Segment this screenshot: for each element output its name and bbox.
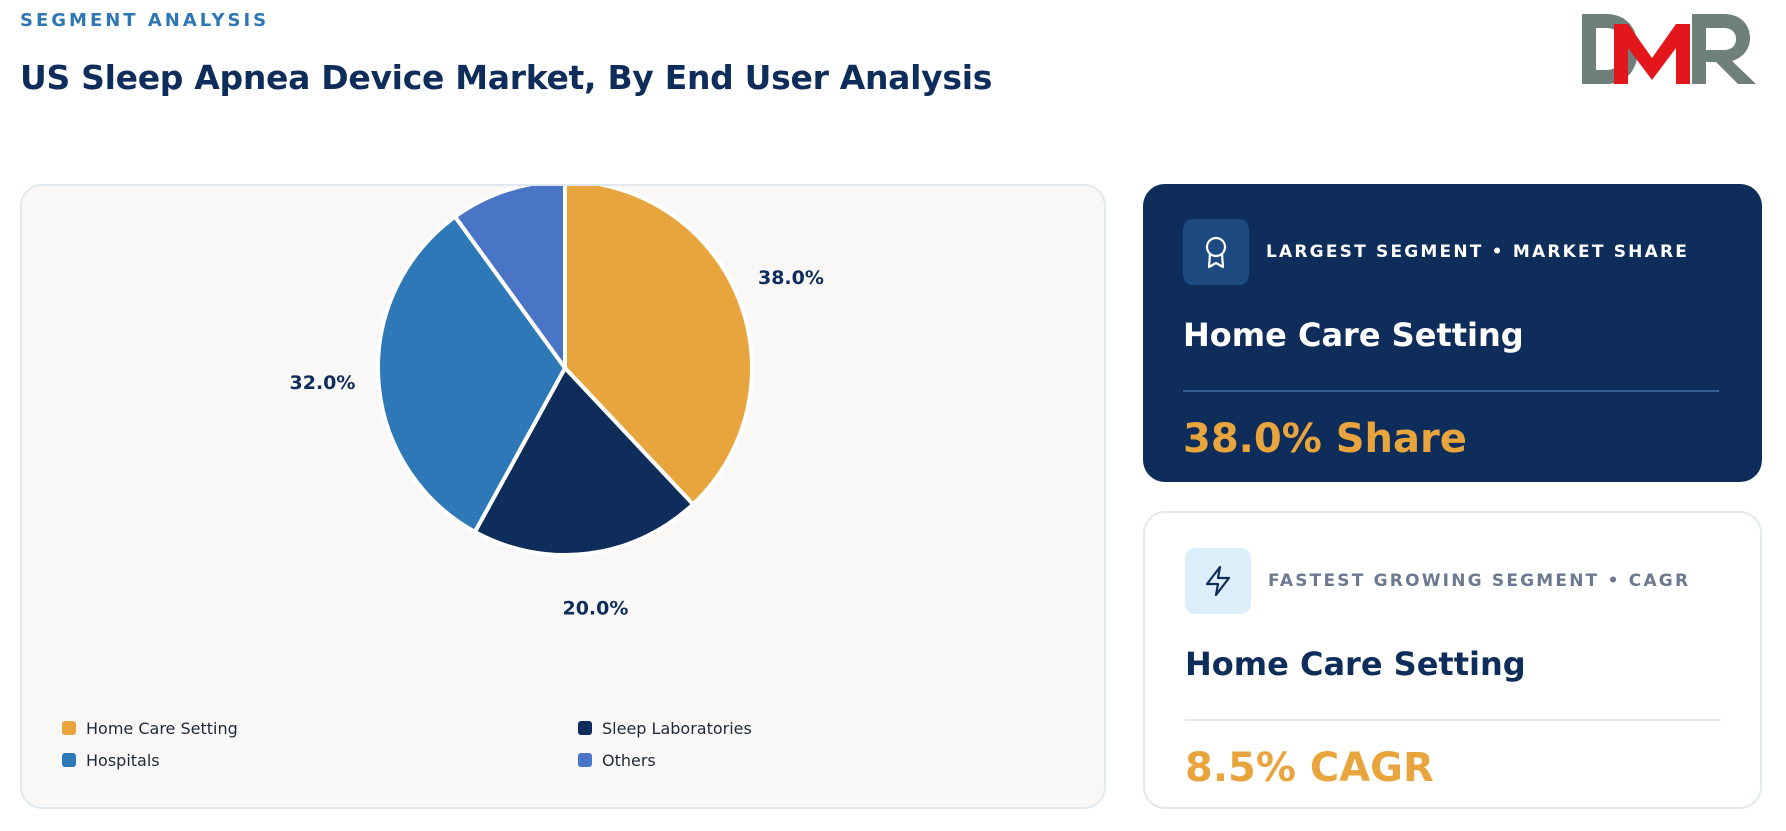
pie-data-label: 38.0% — [758, 267, 824, 289]
pie-chart-card: 38.0%20.0%32.0%10.0% Home Care Setting S… — [20, 184, 1106, 809]
pie-slice-hospitals — [376, 214, 567, 534]
card-cagr-value: 8.5% CAGR — [1185, 745, 1434, 791]
section-eyebrow: SEGMENT ANALYSIS — [20, 10, 270, 31]
card-divider — [1183, 390, 1719, 392]
pie-slice-home-care-setting — [563, 186, 754, 507]
card-segment-name: Home Care Setting — [1183, 316, 1524, 354]
card-divider — [1185, 719, 1721, 721]
legend-swatch — [62, 753, 76, 767]
pie-slice-others — [453, 186, 567, 370]
page-title: US Sleep Apnea Device Market, By End Use… — [20, 58, 993, 97]
largest-segment-card: LARGEST SEGMENT • MARKET SHARE Home Care… — [1143, 184, 1762, 482]
pie-data-label: 32.0% — [290, 372, 356, 394]
legend-item-others: Others — [578, 748, 656, 772]
legend-label: Home Care Setting — [86, 718, 238, 738]
pie-data-label: 20.0% — [562, 598, 628, 620]
legend-label: Sleep Laboratories — [602, 718, 752, 738]
legend-label: Others — [602, 750, 656, 770]
legend-swatch — [578, 721, 592, 735]
card-share-value: 38.0% Share — [1183, 416, 1467, 462]
legend-label: Hospitals — [86, 750, 160, 770]
dmr-logo — [1580, 10, 1760, 88]
dmr-logo-mark — [1582, 14, 1756, 84]
legend-item-home-care-setting: Home Care Setting — [62, 716, 238, 740]
pie-slice-sleep-laboratories — [472, 366, 696, 557]
legend-swatch — [62, 721, 76, 735]
pie-chart: 38.0%20.0%32.0%10.0% — [290, 186, 824, 620]
lightning-bolt-icon — [1185, 548, 1251, 614]
legend-item-sleep-laboratories: Sleep Laboratories — [578, 716, 752, 740]
legend-swatch — [578, 753, 592, 767]
card-eyebrow: FASTEST GROWING SEGMENT • CAGR — [1268, 571, 1691, 591]
card-eyebrow: LARGEST SEGMENT • MARKET SHARE — [1266, 242, 1690, 262]
award-ribbon-icon — [1183, 219, 1249, 285]
fastest-growing-card: FASTEST GROWING SEGMENT • CAGR Home Care… — [1143, 511, 1762, 809]
legend-item-hospitals: Hospitals — [62, 748, 160, 772]
card-segment-name: Home Care Setting — [1185, 645, 1526, 683]
